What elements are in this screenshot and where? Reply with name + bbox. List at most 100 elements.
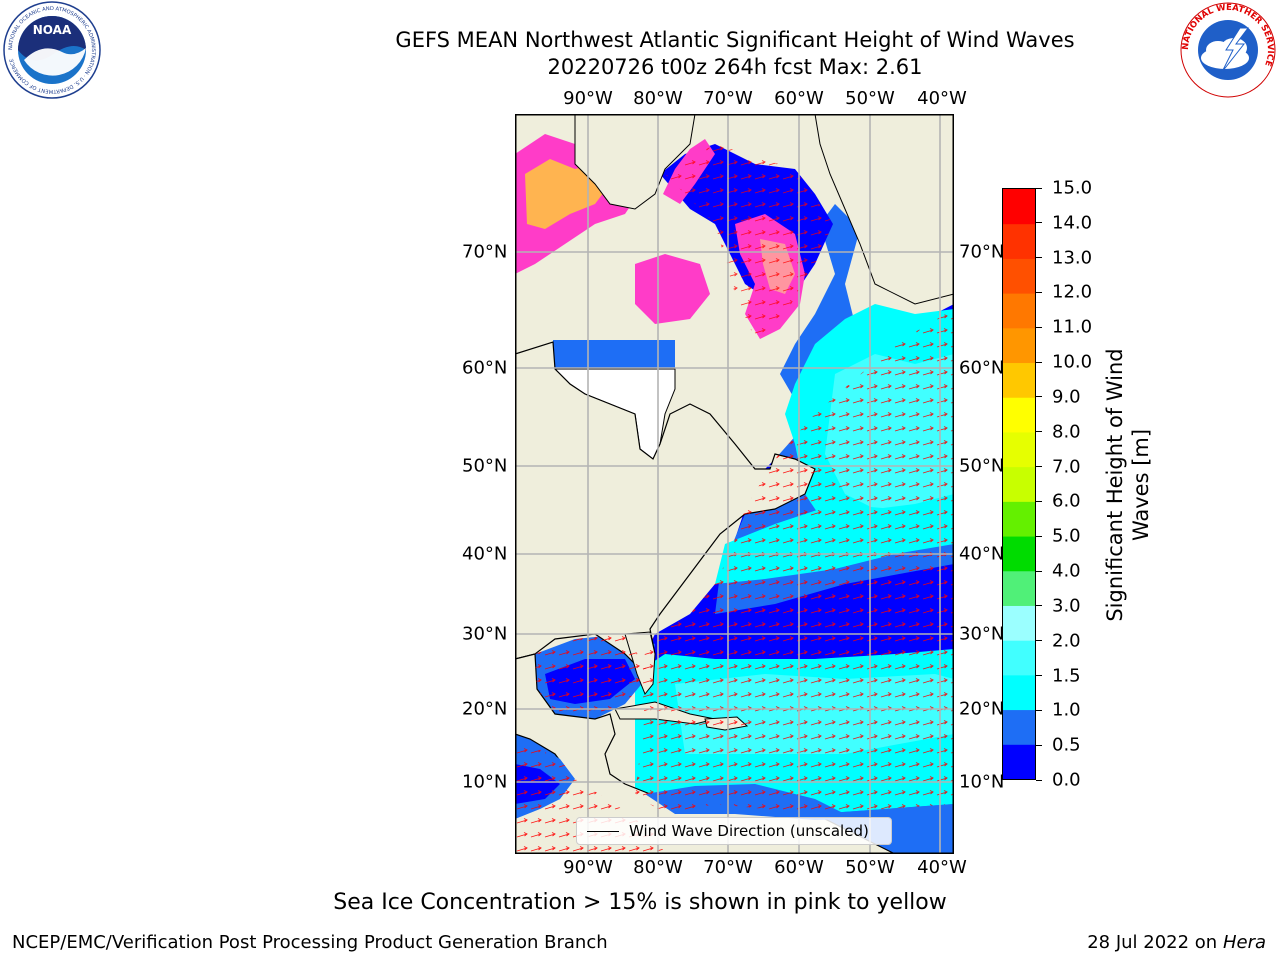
legend-line-swatch: [587, 831, 619, 832]
colorbar-segment: [1003, 362, 1035, 398]
footer-date-text: 28 Jul 2022 on: [1087, 932, 1218, 953]
footer-credit: NCEP/EMC/Verification Post Processing Pr…: [12, 932, 608, 953]
sea-ice-hudson-north: [635, 254, 710, 324]
colorbar-tick-label: 12.0: [1052, 281, 1093, 303]
colorbar-segment: [1003, 223, 1035, 259]
colorbar-tick-mark: [1036, 500, 1042, 502]
colorbar-segment: [1003, 397, 1035, 433]
colorbar-tick-mark: [1036, 396, 1042, 398]
lat-label-left: 70°N: [462, 241, 508, 263]
colorbar-segment: [1003, 640, 1035, 676]
map-legend: Wind Wave Direction (unscaled): [576, 817, 892, 845]
colorbar-segment: [1003, 327, 1035, 364]
noaa-wordmark: NOAA: [33, 23, 72, 37]
lat-label-right: 30°N: [959, 623, 1005, 645]
colorbar-tick-mark: [1036, 640, 1042, 642]
wind-wave-arrows-gulf: [535, 634, 650, 719]
lat-label-right: 40°N: [959, 543, 1005, 565]
lon-label-bottom: 40°W: [917, 857, 967, 878]
colorbar-tick-label: 2.0: [1052, 630, 1081, 652]
lat-label-right: 10°N: [959, 771, 1005, 793]
colorbar-tick-label: 13.0: [1052, 247, 1093, 269]
footer-host: Hera: [1222, 932, 1266, 953]
footer-date: 28 Jul 2022 on Hera: [1087, 932, 1266, 953]
colorbar-tick-label: 5.0: [1052, 525, 1081, 547]
colorbar-segment: [1003, 431, 1035, 468]
lat-label-right: 50°N: [959, 455, 1005, 477]
lat-label-left: 60°N: [462, 357, 508, 379]
colorbar-segment: [1003, 674, 1035, 711]
lon-label-top: 40°W: [917, 88, 967, 109]
colorbar-label: Significant Height of Wind Waves [m]: [1102, 348, 1154, 621]
colorbar-tick-mark: [1036, 605, 1042, 607]
colorbar-tick-label: 9.0: [1052, 386, 1081, 408]
colorbar-tick-label: 6.0: [1052, 490, 1081, 512]
lat-label-left: 20°N: [462, 698, 508, 720]
colorbar-tick-mark: [1036, 431, 1042, 433]
colorbar-segment: [1003, 189, 1035, 225]
colorbar-tick-mark: [1036, 466, 1042, 468]
colorbar-segment: [1003, 570, 1035, 606]
colorbar: [1002, 188, 1036, 780]
wind-wave-arrows-atlantic: [635, 309, 954, 814]
colorbar-tick-label: 3.0: [1052, 595, 1081, 617]
colorbar-tick-label: 8.0: [1052, 421, 1081, 443]
nws-logo: NATIONAL WEATHER SERVICE: [1180, 2, 1276, 98]
colorbar-segment: [1003, 709, 1035, 745]
lat-label-left: 50°N: [462, 455, 508, 477]
colorbar-tick-label: 1.5: [1052, 665, 1081, 687]
colorbar-tick-mark: [1036, 222, 1042, 224]
legend-label: Wind Wave Direction (unscaled): [629, 822, 869, 840]
colorbar-segment: [1003, 501, 1035, 537]
ocean-hudson: [553, 340, 675, 369]
colorbar-tick-label: 15.0: [1052, 177, 1093, 199]
colorbar-tick-label: 10.0: [1052, 351, 1093, 373]
lon-label-top: 90°W: [563, 88, 613, 109]
lat-label-left: 40°N: [462, 543, 508, 565]
lon-label-bottom: 80°W: [633, 857, 683, 878]
lon-label-top: 50°W: [845, 88, 895, 109]
colorbar-tick-mark: [1036, 744, 1042, 746]
colorbar-tick-label: 11.0: [1052, 316, 1093, 338]
lat-label-right: 70°N: [959, 241, 1005, 263]
colorbar-label-line1: Significant Height of Wind: [1103, 348, 1127, 622]
colorbar-label-line2: Waves [m]: [1129, 428, 1153, 542]
colorbar-tick-mark: [1036, 675, 1042, 677]
colorbar-segment: [1003, 744, 1035, 779]
colorbar-segment: [1003, 466, 1035, 502]
colorbar-tick-label: 7.0: [1052, 456, 1081, 478]
chart-title: GEFS MEAN Northwest Atlantic Significant…: [395, 28, 1075, 52]
colorbar-tick-mark: [1036, 361, 1042, 363]
colorbar-tick-mark: [1036, 779, 1042, 781]
wind-wave-arrows-north: [665, 144, 833, 339]
lon-label-top: 70°W: [703, 88, 753, 109]
lat-label-left: 10°N: [462, 771, 508, 793]
lon-label-bottom: 90°W: [563, 857, 613, 878]
lat-label-right: 60°N: [959, 357, 1005, 379]
colorbar-tick-label: 0.5: [1052, 734, 1081, 756]
colorbar-tick-mark: [1036, 326, 1042, 328]
colorbar-segment: [1003, 605, 1035, 641]
colorbar-tick-mark: [1036, 535, 1042, 537]
lat-label-left: 30°N: [462, 623, 508, 645]
colorbar-segment: [1003, 293, 1035, 329]
colorbar-segment: [1003, 258, 1035, 294]
colorbar-tick-mark: [1036, 570, 1042, 572]
longitude-gridlines: [587, 114, 941, 854]
lon-label-top: 80°W: [633, 88, 683, 109]
colorbar-tick-mark: [1036, 709, 1042, 711]
colorbar-tick-label: 4.0: [1052, 560, 1081, 582]
lon-label-bottom: 70°W: [703, 857, 753, 878]
land-baffin: [574, 114, 696, 210]
noaa-logo: NATIONAL OCEANIC AND ATMOSPHERIC ADMINIS…: [3, 1, 101, 99]
map-border: [515, 114, 954, 854]
sea-ice-note: Sea Ice Concentration > 15% is shown in …: [333, 890, 947, 915]
colorbar-tick-label: 14.0: [1052, 212, 1093, 234]
chart-subtitle: 20220726 t00z 264h fcst Max: 2.61: [547, 55, 923, 79]
lon-label-bottom: 60°W: [774, 857, 824, 878]
colorbar-segment: [1003, 536, 1035, 572]
lon-label-top: 60°W: [774, 88, 824, 109]
map-panel: [515, 114, 954, 854]
lat-label-right: 20°N: [959, 698, 1005, 720]
colorbar-tick-label: 1.0: [1052, 699, 1081, 721]
